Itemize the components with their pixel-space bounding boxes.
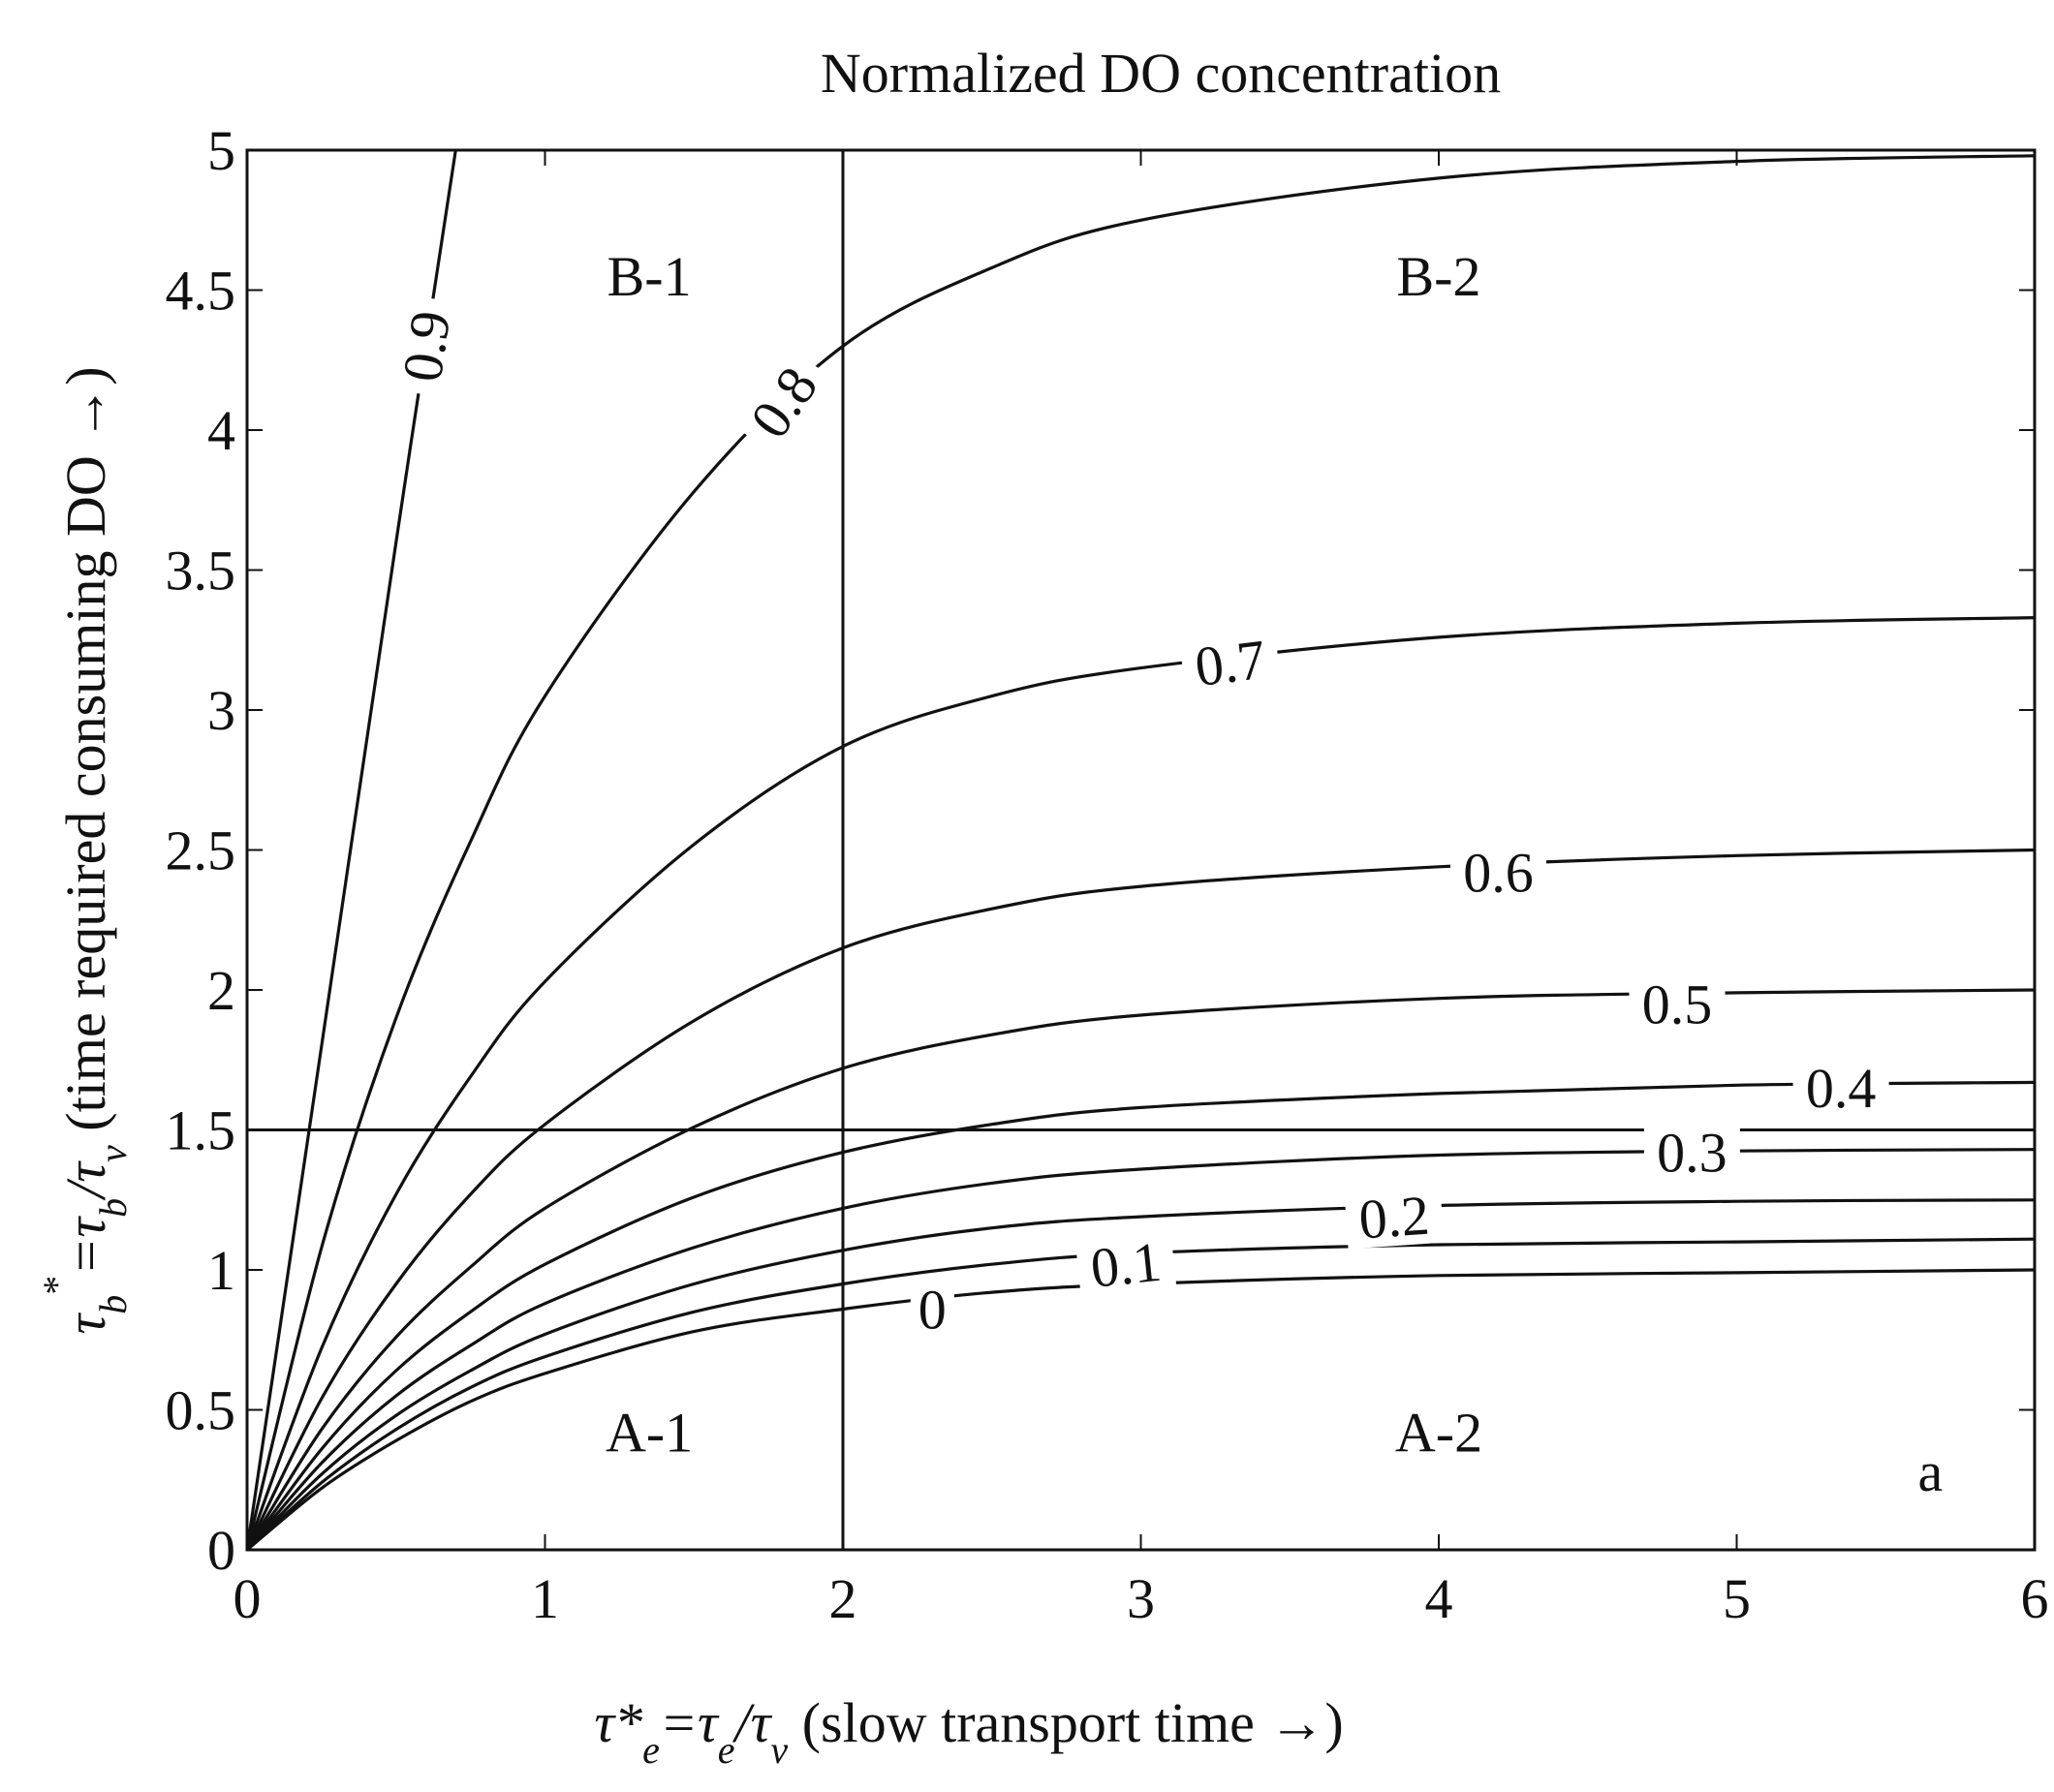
contour-label: 0 (918, 1279, 947, 1342)
x-tick-label: 0 (233, 1567, 262, 1630)
contour-label: 0.1 (1088, 1230, 1165, 1300)
contour-label-group: 0.2 (1344, 1184, 1445, 1251)
x-tick-label: 2 (829, 1567, 857, 1630)
contour-line-0.5 (245, 988, 2036, 1551)
y-tick-label: 2.5 (166, 819, 236, 882)
contour-curves (245, 149, 2036, 1552)
y-tick-label: 5 (207, 119, 235, 182)
x-label-main-sub: e (642, 1728, 660, 1772)
x-label-slash-sub: v (770, 1728, 788, 1772)
y-tick-label: 3 (207, 679, 235, 742)
x-tick-label: 4 (1425, 1567, 1453, 1630)
y-tick-label: 3.5 (166, 540, 236, 602)
y-label-main-sub: b (91, 1295, 135, 1314)
x-label-eq: =τ (660, 1691, 720, 1754)
x-tick-label: 3 (1127, 1567, 1155, 1630)
contour-label-bg (1629, 974, 1726, 1034)
y-tick-label: 0.5 (166, 1379, 236, 1442)
y-tick-label: 4 (207, 399, 235, 462)
y-tick-label: 0 (207, 1519, 235, 1582)
contour-label-bg (1344, 1184, 1445, 1250)
x-label-desc: (slow transport time →) (788, 1691, 1343, 1754)
contour-label-group: 0.5 (1629, 973, 1726, 1035)
contour-labels: 00.10.20.30.40.50.60.70.80.9 (389, 294, 1889, 1342)
contour-label-group: 0.7 (1179, 628, 1282, 698)
region-annotation: A-2 (1395, 1402, 1482, 1465)
contour-label-group: 0.6 (1450, 842, 1546, 905)
y-axis-label: τb*=τb/τv (time required consuming DO →) (35, 366, 135, 1334)
x-tick-label: 6 (2021, 1567, 2049, 1630)
contour-line-0.6 (245, 848, 2036, 1551)
contour-line-0.1 (245, 1237, 2036, 1552)
plot-frame (245, 148, 2037, 1552)
region-annotation: B-2 (1397, 245, 1481, 308)
contour-label-bg (1179, 628, 1282, 697)
x-tick-label: 1 (531, 1567, 559, 1630)
contour-label-group: 0.1 (1074, 1230, 1177, 1300)
contour-label: 0.7 (1192, 628, 1269, 698)
contour-line-0.3 (245, 1148, 2036, 1552)
contour-label-bg (1792, 1059, 1889, 1118)
y-axis-ticks: 0 0.5 1 1.5 2 2.5 3 3.5 4 4.5 5 (166, 119, 2035, 1582)
region-annotation: a (1918, 1440, 1944, 1503)
contour-line-0.2 (245, 1198, 2036, 1552)
x-label-main: τ* (594, 1691, 642, 1754)
contour-label-bg (731, 346, 835, 458)
contour-label-group: 0.9 (389, 294, 462, 398)
y-label-main: τ (54, 1313, 117, 1335)
chart-title: Normalized DO concentration (821, 42, 1501, 105)
contour-line-0.4 (245, 1080, 2036, 1551)
contour-label: 0.4 (1806, 1057, 1877, 1120)
contour-label-group: 0 (910, 1279, 954, 1342)
contour-label: 0.6 (1463, 842, 1534, 905)
contour-line-0 (245, 1268, 2036, 1552)
y-label-slash-sub: v (91, 1145, 135, 1162)
contour-line-0.7 (245, 616, 2036, 1551)
y-tick-label: 2 (207, 959, 235, 1022)
y-label-eq: =τ (54, 1216, 117, 1276)
contour-label: 0.5 (1642, 973, 1713, 1035)
contour-label-bg (1450, 843, 1546, 902)
x-label-eq-sub: e (718, 1728, 735, 1772)
y-label-eq-sub: b (91, 1198, 135, 1218)
y-tick-label: 1.5 (166, 1099, 236, 1162)
contour-line-0.8 (245, 154, 2036, 1551)
contour-label-bg (910, 1280, 954, 1339)
contour-label-bg (1643, 1123, 1740, 1182)
y-tick-label: 4.5 (166, 260, 236, 323)
contour-label: 0.3 (1657, 1122, 1727, 1185)
region-dividers (247, 150, 2035, 1550)
x-tick-label: 5 (1723, 1567, 1751, 1630)
y-label-star: * (35, 1276, 78, 1295)
region-annotation: B-1 (607, 245, 692, 308)
y-tick-label: 1 (207, 1239, 235, 1302)
contour-label-group: 0.4 (1792, 1057, 1889, 1120)
contour-label-bg (389, 294, 462, 398)
contour-label-bg (1074, 1230, 1177, 1299)
region-annotation: A-1 (606, 1402, 693, 1465)
y-label-desc: (time required consuming DO →) (54, 366, 117, 1145)
contour-label: 0.2 (1357, 1184, 1432, 1251)
x-axis-label: τ*e=τe/τv (slow transport time →) (594, 1691, 1343, 1772)
y-label-slash: /τ (54, 1160, 117, 1201)
contour-label: 0.9 (390, 307, 462, 386)
region-annotations: B-1 B-2 A-1 A-2 a (606, 245, 1943, 1503)
contour-label-group: 0.3 (1643, 1122, 1740, 1185)
x-label-slash: /τ (732, 1691, 773, 1754)
x-axis-ticks: 0 1 2 3 4 5 6 (233, 150, 2049, 1630)
